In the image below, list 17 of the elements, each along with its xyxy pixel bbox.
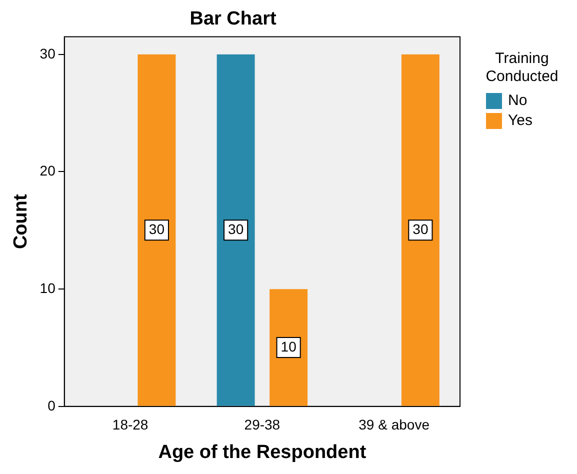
- y-tick-label: 20: [40, 162, 56, 179]
- y-axis-title: Count: [10, 194, 32, 250]
- data-label: 30: [228, 221, 244, 238]
- chart-title: Bar Chart: [190, 8, 277, 30]
- x-axis-title: Age of the Respondent: [158, 442, 367, 463]
- x-tick-label: 29-38: [244, 416, 280, 433]
- x-tick-label: 18-28: [112, 416, 148, 433]
- y-tick-label: 30: [40, 45, 56, 62]
- x-tick-label: 39 & above: [358, 416, 430, 433]
- legend-label: No: [508, 92, 528, 109]
- y-tick-label: 0: [48, 397, 56, 414]
- data-label: 30: [148, 221, 165, 238]
- data-label: 30: [412, 221, 428, 238]
- legend-title: Training Conducted: [484, 50, 560, 86]
- legend-label: Yes: [508, 112, 532, 129]
- data-label: 10: [280, 338, 297, 354]
- y-tick-label: 10: [40, 280, 56, 296]
